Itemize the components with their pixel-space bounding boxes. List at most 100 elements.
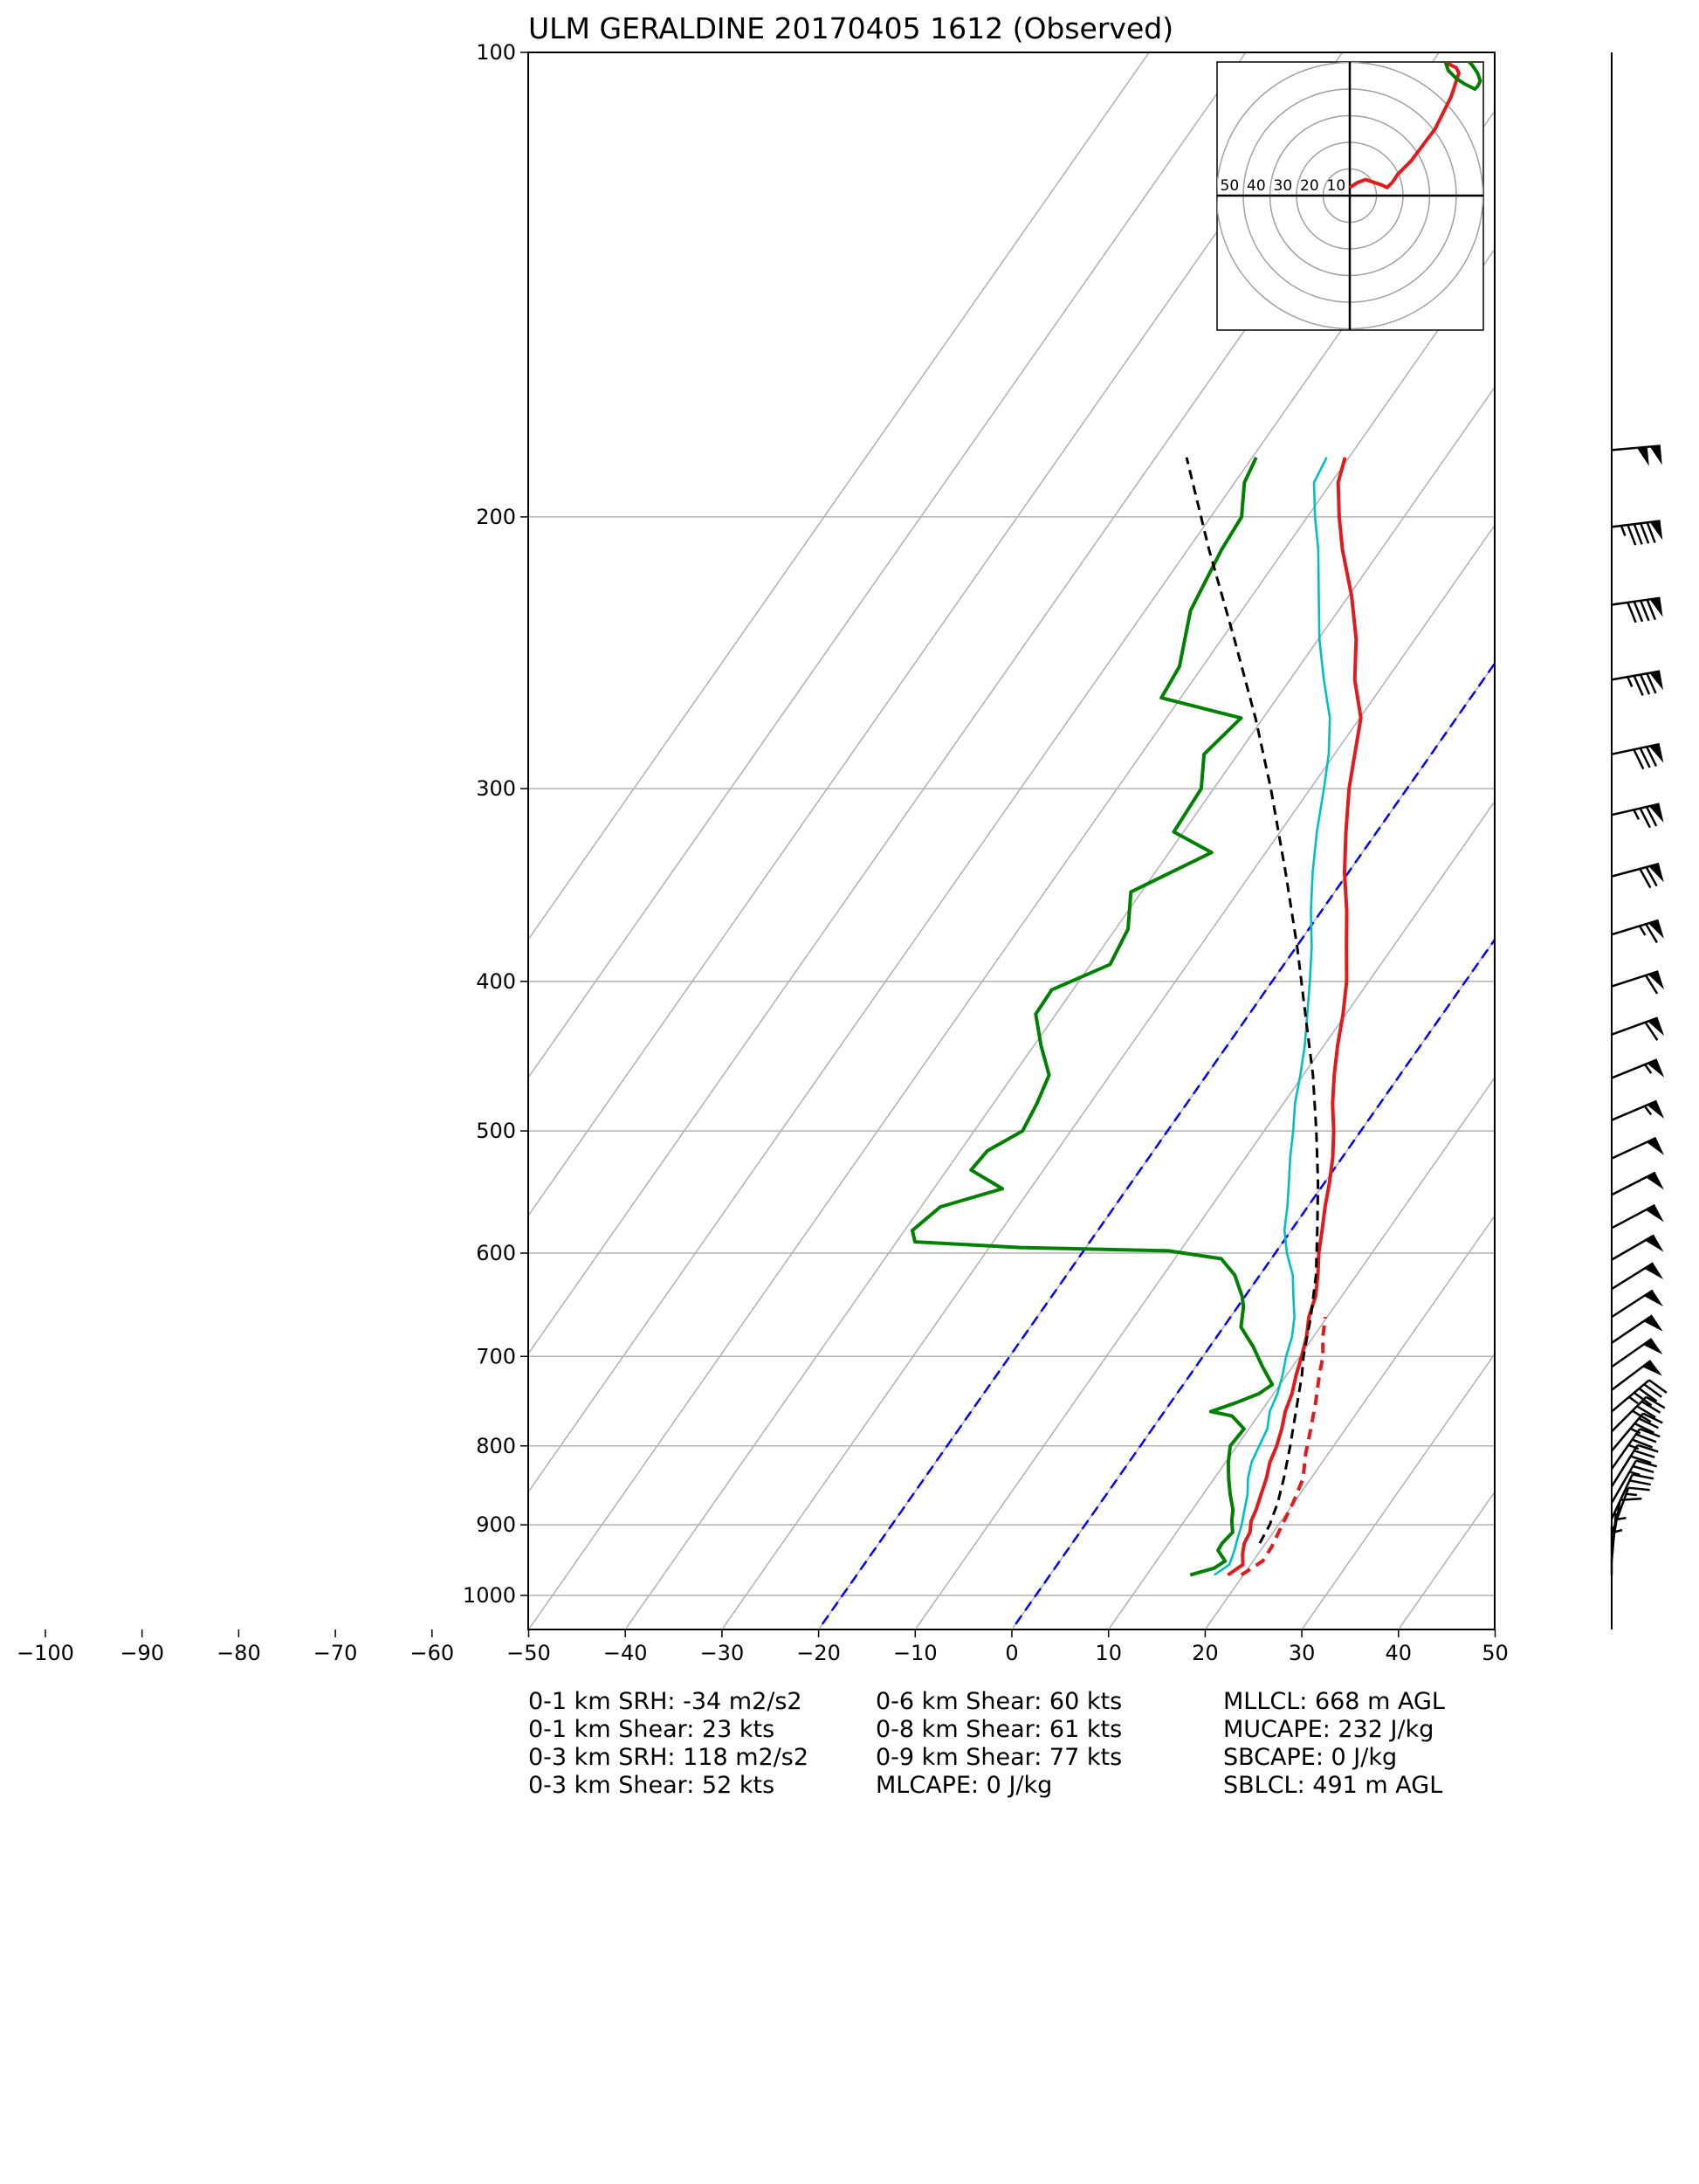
wind-barb xyxy=(1611,803,1664,829)
wind-barb-staff xyxy=(1610,1444,1639,1487)
wind-barb-staff xyxy=(1611,919,1659,936)
isotherm-line xyxy=(915,800,1495,1629)
wind-barb xyxy=(1611,1314,1663,1344)
wind-barb-flag xyxy=(1648,920,1664,939)
wind-barb-feather xyxy=(1644,975,1659,995)
isotherm-line xyxy=(1399,1491,1495,1629)
chart-title: ULM GERALDINE 20170405 1612 (Observed) xyxy=(528,11,1173,45)
x-tick-label: 0 xyxy=(1005,1641,1018,1665)
y-tick-label: 600 xyxy=(476,1241,516,1265)
wind-barb-feather xyxy=(1641,1400,1661,1414)
wind-barb-staff xyxy=(1611,970,1659,988)
isotherm-line xyxy=(528,52,1247,1079)
wind-barb-flag xyxy=(1649,744,1664,763)
wind-barb-feather xyxy=(1620,1497,1642,1502)
wind-barb-feather xyxy=(1645,1395,1666,1409)
isotherm-line xyxy=(722,524,1495,1629)
wind-barb xyxy=(1610,1443,1659,1487)
wind-barb-staff xyxy=(1611,1338,1653,1368)
wind-barb-half-feather xyxy=(1644,1064,1653,1074)
isotherm-line xyxy=(528,52,1150,941)
isotherm-line xyxy=(625,386,1495,1629)
wind-barb-feather xyxy=(1628,1486,1650,1492)
wind-barb xyxy=(1611,444,1662,466)
wind-barb-flag xyxy=(1647,1059,1665,1078)
hodograph-ring-label: 20 xyxy=(1300,177,1319,195)
wind-barb xyxy=(1611,970,1665,995)
x-tick-label: −60 xyxy=(409,1641,454,1665)
wind-barb xyxy=(1610,1497,1642,1549)
wind-barb xyxy=(1611,1395,1666,1433)
wind-barb-feather xyxy=(1645,866,1658,887)
isotherm-line xyxy=(1109,1076,1495,1629)
wind-barb-feather xyxy=(1640,522,1650,544)
y-tick-label: 500 xyxy=(476,1119,516,1143)
stat-srh-0-3: 0-3 km SRH: 118 m2/s2 xyxy=(528,1744,808,1771)
stat-shear-0-6: 0-6 km Shear: 60 kts xyxy=(876,1688,1122,1715)
wind-barb-staff xyxy=(1611,862,1660,878)
isotherm-line xyxy=(528,248,1495,1629)
wind-barb-feather xyxy=(1646,672,1657,694)
wind-barb xyxy=(1611,520,1663,546)
wind-barb-half-feather xyxy=(1633,809,1641,820)
parcel-line xyxy=(1185,457,1320,1544)
wind-barb xyxy=(1611,1171,1664,1196)
wind-barb-flag xyxy=(1645,1205,1664,1223)
hodograph-trace xyxy=(1459,15,1510,45)
wind-barb-feather xyxy=(1633,748,1645,770)
stats-column-3: MLLCL: 668 m AGL MUCAPE: 232 J/kg SBCAPE… xyxy=(1223,1688,1445,1799)
y-tick-label: 300 xyxy=(476,776,516,801)
wind-barb-flag xyxy=(1648,803,1664,823)
isotherm-line xyxy=(528,52,1344,1217)
stat-mlcape: MLCAPE: 0 J/kg xyxy=(876,1772,1052,1799)
wind-barb-feather xyxy=(1637,1443,1659,1453)
wind-barb xyxy=(1611,1379,1668,1413)
wind-barb-feather xyxy=(1643,1383,1662,1398)
stat-sblcl: SBLCL: 491 m AGL xyxy=(1223,1772,1442,1799)
wind-barb-feather xyxy=(1632,1438,1654,1449)
wind-barb-staff xyxy=(1611,1171,1656,1196)
wind-barb-feather xyxy=(1645,806,1658,827)
wind-barb-feather xyxy=(1636,1405,1656,1419)
wind-barb-flag xyxy=(1649,671,1663,691)
wind-barb-flag xyxy=(1643,1339,1663,1355)
y-tick-label: 800 xyxy=(476,1434,516,1458)
wind-barb-feather xyxy=(1629,1479,1652,1486)
x-tick-label: 30 xyxy=(1289,1641,1316,1665)
stat-sbcape: SBCAPE: 0 J/kg xyxy=(1223,1744,1397,1771)
stat-shear-0-1: 0-1 km Shear: 23 kts xyxy=(528,1716,774,1743)
hodograph: 50 40 30 20 10 xyxy=(1216,15,1510,331)
temperature-virtual-line xyxy=(1240,1316,1327,1577)
wind-barb-staff xyxy=(1610,1474,1634,1519)
hodograph-ring-label: 50 xyxy=(1221,177,1240,195)
wind-barb xyxy=(1611,1338,1663,1368)
wind-barb-half-feather xyxy=(1615,1516,1627,1521)
wind-barb-feather xyxy=(1639,808,1651,829)
reference-dashed-line xyxy=(1012,937,1495,1629)
wind-barb xyxy=(1610,1512,1627,1562)
reference-dashed-line xyxy=(818,661,1495,1629)
wind-barb-staff xyxy=(1611,1412,1644,1452)
wind-barb-feather xyxy=(1635,1433,1657,1443)
wind-barb-staff xyxy=(1611,444,1661,451)
x-tick-label: −70 xyxy=(313,1641,358,1665)
stats-column-1: 0-1 km SRH: -34 m2/s2 0-1 km Shear: 23 k… xyxy=(528,1688,808,1799)
stat-shear-0-3: 0-3 km Shear: 52 kts xyxy=(528,1772,774,1799)
x-tick-label: −100 xyxy=(17,1641,74,1665)
wind-barb-feather xyxy=(1634,1422,1655,1435)
wind-barb-feather xyxy=(1638,1388,1658,1402)
hodograph-ring-label: 30 xyxy=(1274,177,1293,195)
wind-barb-flag xyxy=(1649,520,1663,541)
x-tick-label: −10 xyxy=(893,1641,938,1665)
wind-barb-staff xyxy=(1611,1289,1654,1319)
wind-barb xyxy=(1610,1459,1658,1504)
wind-barb-half-feather xyxy=(1626,1492,1638,1497)
x-tick-label: 10 xyxy=(1095,1641,1122,1665)
wind-barb-flag xyxy=(1646,1172,1664,1190)
stat-mllcl: MLLCL: 668 m AGL xyxy=(1223,1688,1445,1715)
stats-column-2: 0-6 km Shear: 60 kts 0-8 km Shear: 61 kt… xyxy=(876,1688,1122,1799)
wind-barb-flag xyxy=(1643,1290,1663,1307)
hodograph-plot: 50 40 30 20 10 xyxy=(1217,15,1510,330)
dewpoint-line xyxy=(911,456,1275,1577)
